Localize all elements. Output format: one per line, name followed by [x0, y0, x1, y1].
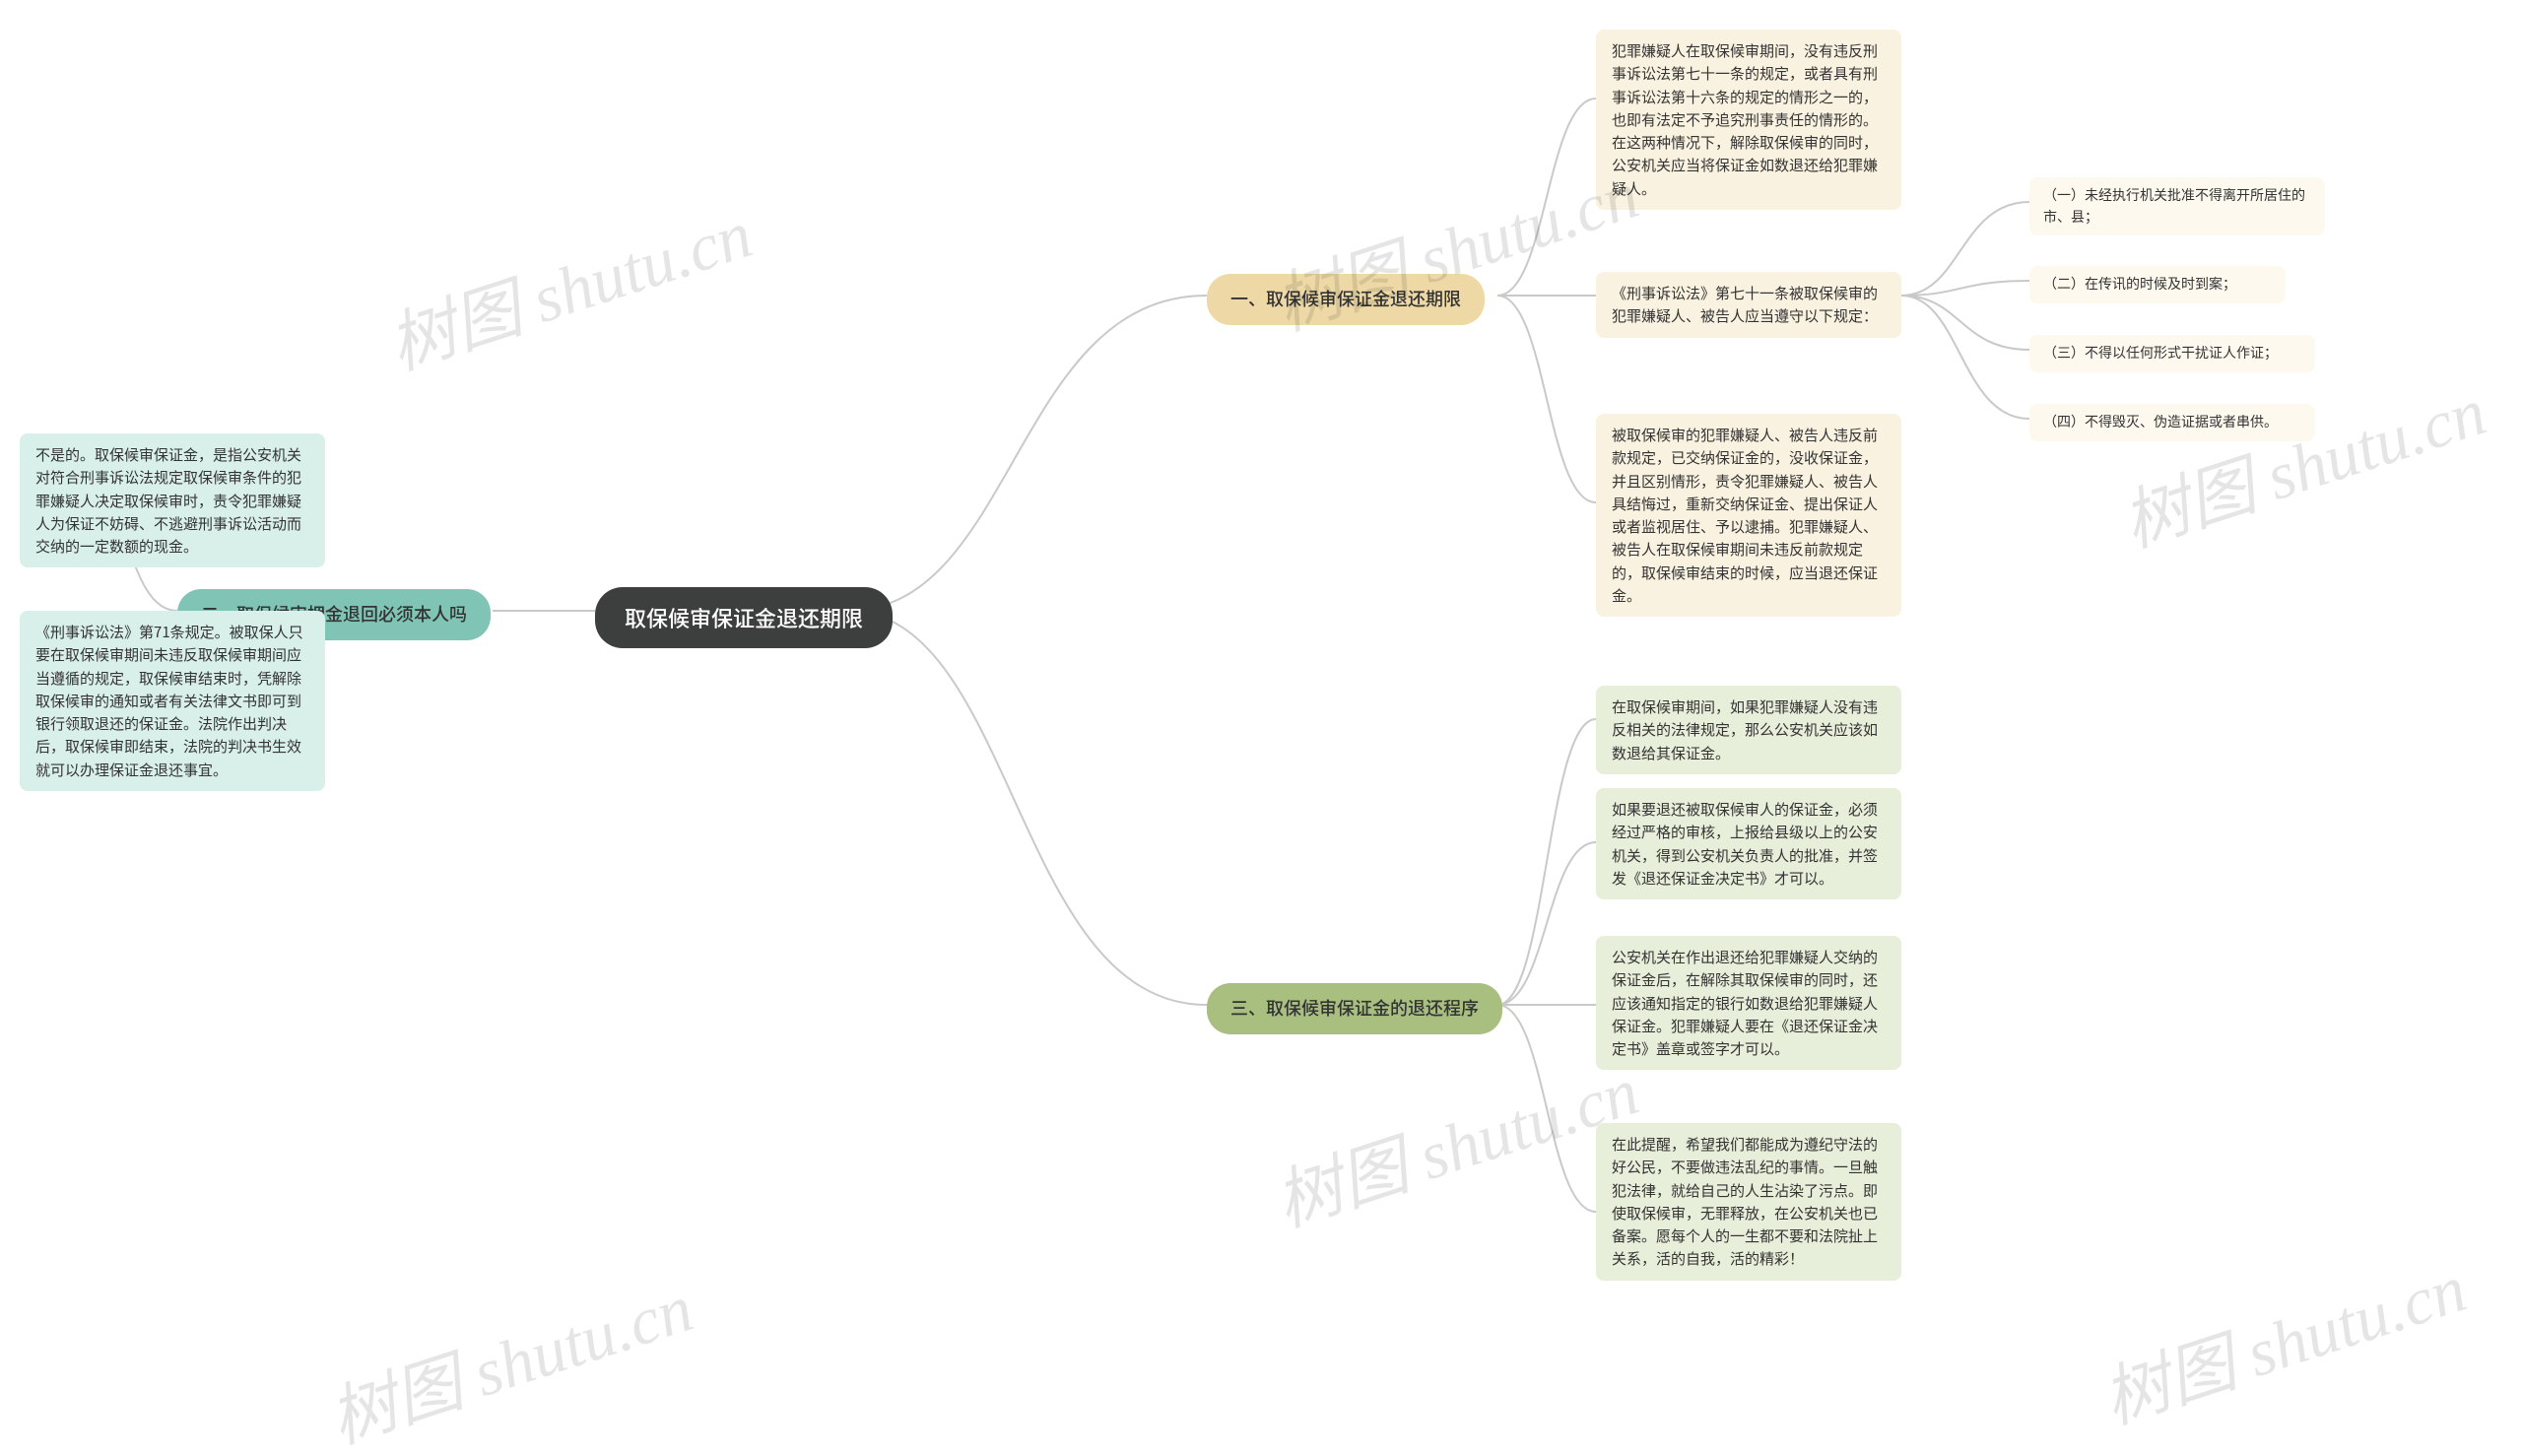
- branch-1-sub-2[interactable]: （二）在传讯的时候及时到案；: [2029, 266, 2286, 303]
- branch-3-leaf-4[interactable]: 在此提醒，希望我们都能成为遵纪守法的好公民，不要做违法乱纪的事情。一旦触犯法律，…: [1596, 1123, 1901, 1281]
- branch-2-leaf-1[interactable]: 不是的。取保候审保证金，是指公安机关对符合刑事诉讼法规定取保候审条件的犯罪嫌疑人…: [20, 433, 325, 567]
- root-node[interactable]: 取保候审保证金退还期限: [595, 587, 893, 648]
- branch-3[interactable]: 三、取保候审保证金的退还程序: [1207, 983, 1502, 1034]
- branch-1-sub-4[interactable]: （四）不得毁灭、伪造证据或者串供。: [2029, 404, 2315, 441]
- watermark-text: 树图 shutu.cn: [374, 179, 762, 388]
- mindmap-canvas: 取保候审保证金退还期限 一、取保候审保证金退还期限 犯罪嫌疑人在取保候审期间，没…: [0, 0, 2522, 1456]
- branch-1-leaf-1[interactable]: 犯罪嫌疑人在取保候审期间，没有违反刑事诉讼法第七十一条的规定，或者具有刑事诉讼法…: [1596, 30, 1901, 210]
- branch-3-leaf-2[interactable]: 如果要退还被取保候审人的保证金，必须经过严格的审核，上报给县级以上的公安机关，得…: [1596, 788, 1901, 899]
- watermark-text: 树图 shutu.cn: [2089, 1233, 2476, 1442]
- branch-3-leaf-1[interactable]: 在取保候审期间，如果犯罪嫌疑人没有违反相关的法律规定，那么公安机关应该如数退给其…: [1596, 686, 1901, 774]
- branch-1-sub-3[interactable]: （三）不得以任何形式干扰证人作证；: [2029, 335, 2315, 372]
- branch-1-leaf-3[interactable]: 被取保候审的犯罪嫌疑人、被告人违反前款规定，已交纳保证金的，没收保证金，并且区别…: [1596, 414, 1901, 617]
- branch-1[interactable]: 一、取保候审保证金退还期限: [1207, 274, 1485, 325]
- watermark-text: 树图 shutu.cn: [315, 1253, 702, 1456]
- branch-1-sub-1[interactable]: （一）未经执行机关批准不得离开所居住的市、县；: [2029, 177, 2325, 235]
- branch-1-leaf-2[interactable]: 《刑事诉讼法》第七十一条被取保候审的犯罪嫌疑人、被告人应当遵守以下规定：: [1596, 272, 1901, 338]
- watermark-text: 树图 shutu.cn: [1261, 1036, 1648, 1245]
- branch-2-leaf-2[interactable]: 《刑事诉讼法》第71条规定。被取保人只要在取保候审期间未违反取保候审期间应当遵循…: [20, 611, 325, 791]
- watermark-text: 树图 shutu.cn: [2108, 357, 2495, 565]
- branch-3-leaf-3[interactable]: 公安机关在作出退还给犯罪嫌疑人交纳的保证金后，在解除其取保候审的同时，还应该通知…: [1596, 936, 1901, 1070]
